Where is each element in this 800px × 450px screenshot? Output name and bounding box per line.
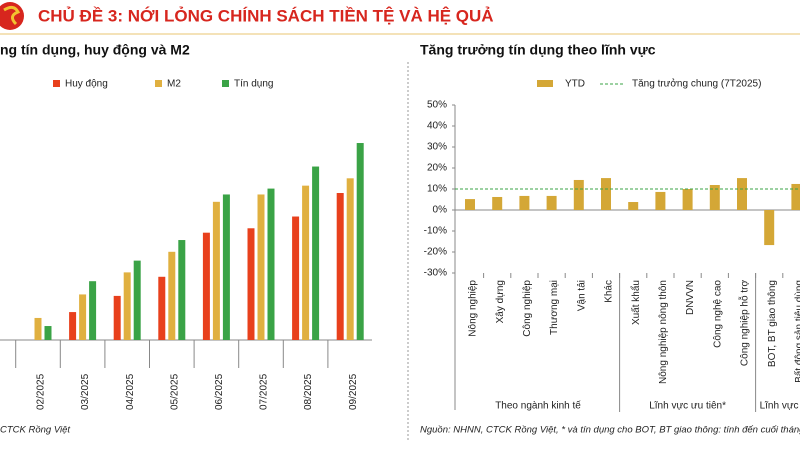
x-tick-label: Nông nghiệp <box>468 280 479 337</box>
bar <box>168 251 176 340</box>
x-tick-label: DNVVN <box>685 280 696 315</box>
source: Nguồn: NHNN, CTCK Rồng Việt, * và tín dụ… <box>420 425 800 436</box>
bar <box>123 272 131 340</box>
bar <box>336 193 344 340</box>
bar <box>292 216 300 340</box>
bar <box>212 201 220 340</box>
bar <box>737 178 747 210</box>
bar <box>601 178 611 210</box>
y-tick-label: 50% <box>427 100 447 111</box>
bar <box>492 196 503 210</box>
bar <box>44 326 52 340</box>
bar <box>158 276 166 340</box>
x-tick-label: Khác <box>604 280 615 303</box>
y-tick-label: 20% <box>427 163 447 174</box>
bar <box>573 179 584 210</box>
bar <box>682 189 693 210</box>
x-tick-label: Vận tải <box>576 280 587 311</box>
bar <box>113 295 121 340</box>
x-tick-label: Công nghiệp <box>522 280 533 337</box>
legend-label: M2 <box>167 79 181 90</box>
logo-mark <box>3 5 21 26</box>
y-tick-label: -10% <box>424 226 447 237</box>
chart-title: ng tín dụng, huy động và M2 <box>0 42 190 58</box>
x-tick-label: 04/2025 <box>125 373 136 410</box>
bar <box>312 166 320 340</box>
legend-label: Tăng trưởng chung (7T2025) <box>632 78 761 90</box>
bar <box>655 191 666 210</box>
bar <box>257 194 265 340</box>
bar <box>356 143 364 340</box>
bar <box>247 228 255 340</box>
header-title: CHỦ ĐỀ 3: NỚI LỎNG CHÍNH SÁCH TIỀN TỆ VÀ… <box>38 6 494 25</box>
x-tick-label: Thương mại <box>549 280 560 335</box>
x-tick-label: 07/2025 <box>259 373 270 410</box>
bar <box>791 183 800 210</box>
bar <box>69 312 77 340</box>
group-label: Theo ngành kinh tế <box>495 400 581 412</box>
x-tick-label: Nông nghiệp nông thôn <box>658 280 669 384</box>
bar <box>519 195 530 210</box>
x-tick-label: Bất động sản tiêu dùng <box>793 280 800 383</box>
y-tick-label: -20% <box>424 247 447 258</box>
bar <box>222 194 230 340</box>
bar <box>178 240 186 340</box>
bar <box>465 199 475 210</box>
bar <box>302 185 310 340</box>
bar <box>267 188 275 340</box>
bar <box>346 178 354 340</box>
x-tick-label: 06/2025 <box>214 373 225 410</box>
source: CTCK Rồng Việt <box>0 425 70 436</box>
legend-swatch <box>222 80 229 87</box>
legend-swatch <box>155 80 162 87</box>
y-tick-label: 10% <box>427 184 447 195</box>
x-tick-label: Công nghệ cao <box>712 280 723 348</box>
x-tick-label: Xuất khẩu <box>630 280 642 325</box>
x-tick-label: Xây dựng <box>495 280 506 323</box>
x-tick-label: 05/2025 <box>169 373 180 410</box>
bar <box>202 232 210 340</box>
bar <box>34 317 42 340</box>
legend-swatch <box>53 80 60 87</box>
bar <box>546 195 557 210</box>
x-tick-label: 03/2025 <box>80 373 91 410</box>
bar <box>89 281 97 340</box>
y-tick-label: 30% <box>427 142 447 153</box>
group-label: Lĩnh vực ưu tiên* <box>649 401 726 412</box>
y-tick-label: -30% <box>424 268 447 279</box>
bar <box>709 185 720 210</box>
legend-label: YTD <box>565 79 585 90</box>
y-tick-label: 40% <box>427 121 447 132</box>
group-label: Lĩnh vực khác <box>760 401 800 412</box>
bar <box>133 260 141 340</box>
legend-label: Huy động <box>65 79 108 90</box>
x-tick-label: Công nghiệp hỗ trợ <box>738 280 751 367</box>
x-tick-label: 02/2025 <box>36 373 47 410</box>
bar <box>628 202 639 210</box>
x-tick-label: 08/2025 <box>303 373 314 410</box>
x-tick-label: BOT, BT giao thông <box>767 280 778 367</box>
legend-swatch <box>537 80 553 87</box>
x-tick-label: 09/2025 <box>348 373 359 410</box>
bar <box>764 210 775 246</box>
legend-label: Tín dụng <box>234 79 273 90</box>
bar <box>79 294 87 340</box>
y-tick-label: 0% <box>433 205 448 216</box>
chart-title: Tăng trưởng tín dụng theo lĩnh vực <box>420 42 656 58</box>
